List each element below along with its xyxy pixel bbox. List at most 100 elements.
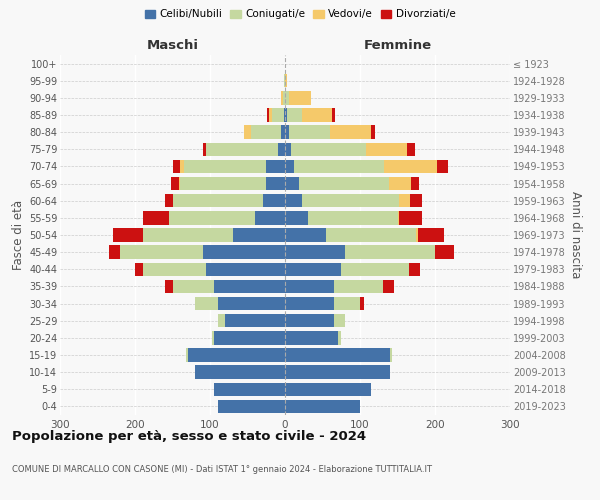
- Bar: [135, 262, 285, 276]
- Bar: [285, 160, 294, 173]
- Bar: [218, 400, 285, 413]
- Bar: [285, 331, 337, 344]
- Bar: [251, 126, 285, 139]
- Bar: [186, 348, 285, 362]
- Bar: [285, 246, 345, 259]
- Bar: [285, 331, 341, 344]
- Bar: [285, 126, 375, 139]
- Bar: [214, 280, 285, 293]
- Bar: [285, 126, 330, 139]
- Bar: [218, 400, 285, 413]
- Bar: [285, 91, 311, 104]
- Bar: [187, 348, 285, 362]
- Bar: [281, 91, 285, 104]
- Bar: [143, 228, 285, 241]
- Bar: [285, 348, 390, 362]
- Bar: [285, 74, 287, 88]
- Bar: [285, 348, 392, 362]
- Bar: [218, 400, 285, 413]
- Bar: [173, 194, 285, 207]
- Bar: [195, 297, 285, 310]
- Bar: [285, 194, 399, 207]
- Bar: [206, 142, 285, 156]
- Bar: [285, 382, 371, 396]
- Bar: [281, 91, 285, 104]
- Bar: [285, 177, 299, 190]
- Bar: [267, 108, 285, 122]
- Bar: [285, 314, 345, 328]
- Bar: [284, 74, 285, 88]
- Bar: [173, 160, 285, 173]
- Bar: [255, 211, 285, 224]
- Bar: [285, 366, 390, 379]
- Bar: [285, 382, 371, 396]
- Bar: [285, 297, 360, 310]
- Bar: [285, 108, 331, 122]
- Bar: [285, 246, 435, 259]
- Bar: [169, 211, 285, 224]
- Bar: [283, 91, 285, 104]
- Bar: [218, 314, 285, 328]
- Bar: [244, 126, 285, 139]
- Bar: [285, 366, 390, 379]
- Bar: [165, 194, 285, 207]
- Bar: [225, 314, 285, 328]
- Bar: [285, 246, 454, 259]
- Bar: [285, 211, 308, 224]
- Bar: [285, 297, 360, 310]
- Bar: [173, 194, 285, 207]
- Bar: [285, 314, 345, 328]
- Text: Femmine: Femmine: [364, 40, 431, 52]
- Bar: [285, 142, 366, 156]
- Bar: [285, 142, 407, 156]
- Bar: [218, 297, 285, 310]
- Bar: [214, 382, 285, 396]
- Bar: [284, 108, 285, 122]
- Bar: [285, 142, 291, 156]
- Bar: [120, 246, 285, 259]
- Bar: [186, 348, 285, 362]
- Bar: [285, 160, 384, 173]
- Bar: [218, 314, 285, 328]
- Bar: [120, 246, 285, 259]
- Bar: [218, 314, 285, 328]
- Bar: [203, 142, 285, 156]
- Text: Maschi: Maschi: [146, 40, 199, 52]
- Y-axis label: Fasce di età: Fasce di età: [11, 200, 25, 270]
- Bar: [206, 262, 285, 276]
- Bar: [266, 177, 285, 190]
- Bar: [285, 108, 302, 122]
- Bar: [285, 262, 409, 276]
- Bar: [218, 400, 285, 413]
- Bar: [285, 366, 390, 379]
- Bar: [285, 314, 345, 328]
- Bar: [285, 297, 364, 310]
- Bar: [263, 194, 285, 207]
- Bar: [285, 211, 398, 224]
- Bar: [284, 74, 285, 88]
- Bar: [285, 91, 289, 104]
- Legend: Celibi/Nubili, Coniugati/e, Vedovi/e, Divorziati/e: Celibi/Nubili, Coniugati/e, Vedovi/e, Di…: [140, 5, 460, 24]
- Bar: [195, 366, 285, 379]
- Bar: [285, 400, 360, 413]
- Bar: [195, 297, 285, 310]
- Bar: [285, 177, 389, 190]
- Bar: [285, 91, 311, 104]
- Bar: [285, 280, 383, 293]
- Bar: [285, 194, 410, 207]
- Bar: [285, 262, 409, 276]
- Bar: [195, 366, 285, 379]
- Bar: [285, 108, 335, 122]
- Bar: [171, 177, 285, 190]
- Bar: [143, 262, 285, 276]
- Y-axis label: Anni di nascita: Anni di nascita: [569, 192, 583, 278]
- Bar: [285, 177, 419, 190]
- Bar: [212, 331, 285, 344]
- Bar: [285, 331, 341, 344]
- Bar: [214, 382, 285, 396]
- Bar: [214, 382, 285, 396]
- Bar: [180, 177, 285, 190]
- Bar: [169, 211, 285, 224]
- Bar: [285, 366, 390, 379]
- Bar: [284, 74, 285, 88]
